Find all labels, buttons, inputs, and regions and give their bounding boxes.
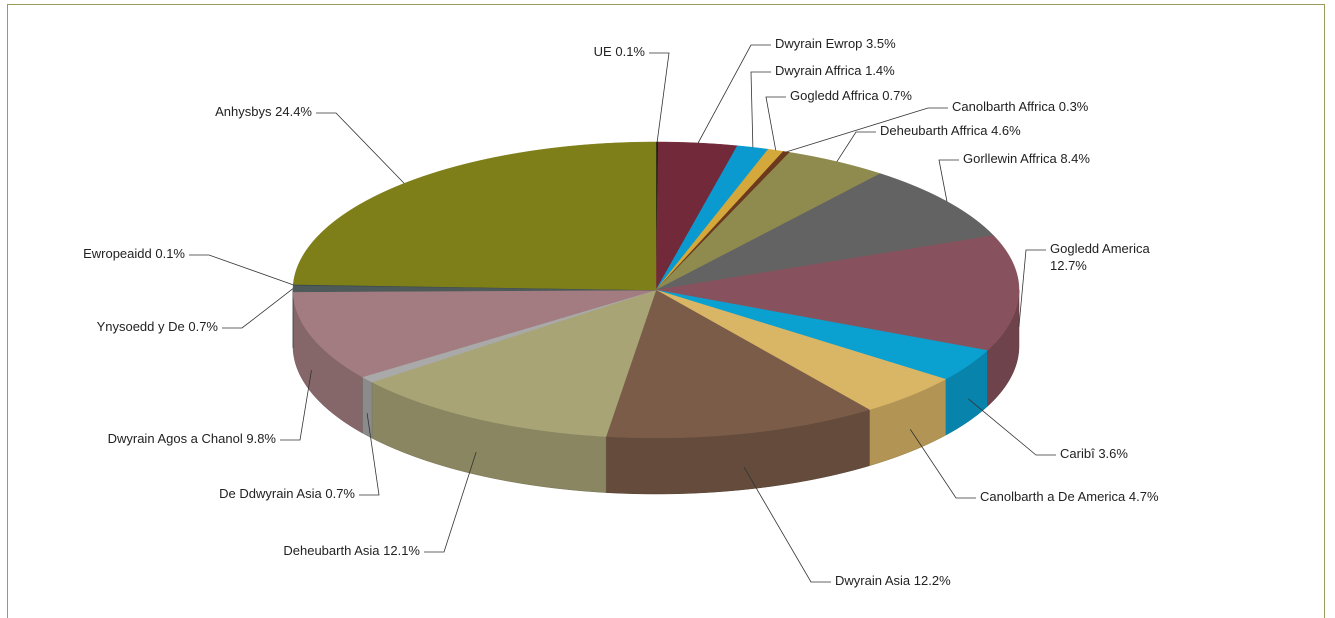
label-name: Canolbarth a De America — [980, 489, 1126, 504]
label-name: Deheubarth Asia — [283, 543, 380, 558]
leader-line — [280, 370, 312, 441]
label-value: 12.2% — [914, 573, 951, 588]
data-label: Gorllewin Affrica 8.4% — [963, 151, 1090, 166]
label-value: 8.4% — [1060, 151, 1090, 166]
leader-line — [765, 96, 786, 151]
label-name: Gogledd Affrica — [790, 88, 879, 103]
leader-line — [743, 466, 831, 583]
leader-line — [938, 159, 959, 202]
leader-line — [836, 131, 876, 162]
leader-line — [222, 288, 294, 329]
label-value: 0.7% — [188, 319, 218, 334]
leader-line — [189, 254, 294, 286]
label-name: Dwyrain Ewrop — [775, 36, 862, 51]
pie-slice — [655, 235, 1020, 351]
label-name: Ewropeaidd — [83, 246, 152, 261]
data-label: Caribî 3.6% — [1060, 446, 1128, 461]
label-name: Ynysoedd y De — [97, 319, 185, 334]
data-label: Dwyrain Ewrop 3.5% — [775, 36, 896, 51]
data-label: Ewropeaidd 0.1% — [83, 246, 185, 261]
label-value: 12.7% — [1050, 258, 1087, 273]
data-label: Ynysoedd y De 0.7% — [97, 319, 219, 334]
label-name: Dwyrain Asia — [835, 573, 911, 588]
label-name: Canolbarth Affrica — [952, 99, 1056, 114]
pie-slice — [655, 289, 988, 380]
pie-slice — [361, 289, 657, 383]
label-name: Dwyrain Agos a Chanol — [108, 431, 243, 446]
pie-slice — [655, 148, 784, 291]
pie-slice — [292, 141, 657, 291]
label-name: Caribî — [1060, 446, 1095, 461]
label-name: Deheubarth Affrica — [880, 123, 988, 138]
data-label: Gogledd Affrica 0.7% — [790, 88, 912, 103]
pie-slice — [655, 289, 947, 411]
label-value: 0.7% — [882, 88, 912, 103]
label-name: Anhysbys — [215, 104, 272, 119]
pie-slice — [292, 289, 657, 378]
data-label: Dwyrain Asia 12.2% — [835, 573, 951, 588]
label-name: De Ddwyrain Asia — [219, 486, 322, 501]
label-value: 0.1% — [155, 246, 185, 261]
data-label: Dwyrain Agos a Chanol 9.8% — [108, 431, 277, 446]
label-value: 0.3% — [1059, 99, 1089, 114]
label-value: 0.1% — [615, 44, 645, 59]
label-value: 4.7% — [1129, 489, 1159, 504]
pie-slice — [371, 289, 657, 437]
leader-line — [968, 398, 1056, 456]
label-name: Gorllewin Affrica — [963, 151, 1057, 166]
label-value: 24.4% — [275, 104, 312, 119]
leader-line — [649, 52, 670, 143]
pie-slice — [605, 289, 871, 439]
label-value: 9.8% — [246, 431, 276, 446]
label-value: 0.7% — [325, 486, 355, 501]
data-label: Deheubarth Affrica 4.6% — [880, 123, 1021, 138]
data-label: Dwyrain Affrica 1.4% — [775, 63, 895, 78]
pie-slice — [655, 145, 769, 291]
label-value: 1.4% — [865, 63, 895, 78]
data-label: Anhysbys 24.4% — [215, 104, 312, 119]
label-name: Dwyrain Affrica — [775, 63, 862, 78]
leader-line — [359, 413, 380, 496]
data-label: Canolbarth a De America 4.7% — [980, 489, 1159, 504]
leader-line — [316, 112, 405, 184]
pie-slice — [655, 173, 995, 291]
label-value: 3.6% — [1098, 446, 1128, 461]
data-label: Canolbarth Affrica 0.3% — [952, 99, 1089, 114]
label-value: 12.1% — [383, 543, 420, 558]
label-name: Gogledd America — [1050, 241, 1150, 256]
data-label: Deheubarth Asia 12.1% — [283, 543, 420, 558]
leader-line — [424, 452, 477, 553]
leader-line — [786, 107, 948, 153]
pie-slice — [655, 152, 881, 291]
label-value: 3.5% — [866, 36, 896, 51]
pie-slice — [655, 141, 738, 291]
chart-frame — [7, 4, 1325, 618]
data-label: De Ddwyrain Asia 0.7% — [219, 486, 355, 501]
label-value: 4.6% — [991, 123, 1021, 138]
leader-line — [697, 44, 771, 144]
data-label: Gogledd America 12.7% — [1050, 241, 1150, 273]
leader-line — [1018, 249, 1046, 327]
data-label: UE 0.1% — [594, 44, 646, 59]
label-name: UE — [594, 44, 612, 59]
leader-line — [750, 71, 771, 148]
leader-line — [909, 429, 976, 499]
pie-side — [362, 376, 373, 439]
